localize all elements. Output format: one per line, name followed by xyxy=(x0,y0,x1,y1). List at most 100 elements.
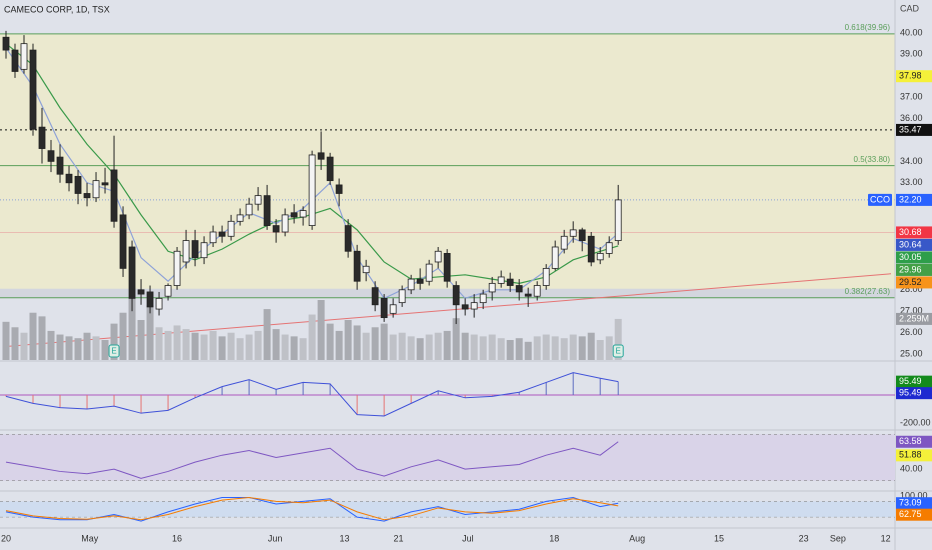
price-tag xyxy=(896,387,932,400)
x-tick-label: 12 xyxy=(881,533,891,543)
volume-bar xyxy=(92,336,100,360)
earnings-label: E xyxy=(111,347,116,356)
price-tag xyxy=(896,193,932,206)
candle-body xyxy=(56,156,64,175)
candle-body xyxy=(164,285,172,297)
volume-bar xyxy=(515,338,523,360)
candle-body xyxy=(272,225,280,233)
candle-body xyxy=(11,49,19,72)
volume-bar xyxy=(371,327,379,360)
volume-bar xyxy=(146,305,154,360)
volume-bar xyxy=(254,330,262,360)
x-tick-label: 15 xyxy=(714,533,724,543)
candle-body xyxy=(434,250,442,263)
volume-bar xyxy=(569,334,577,360)
volume-bar xyxy=(542,334,550,360)
x-tick-label: 18 xyxy=(549,533,559,543)
price-tag xyxy=(896,251,932,264)
candle-body xyxy=(83,193,91,199)
fib-label: 0.5(33.80) xyxy=(854,155,891,164)
volume-bar xyxy=(308,314,316,360)
candle-body xyxy=(551,246,559,269)
volume-bar xyxy=(587,332,595,360)
candle-body xyxy=(20,43,28,70)
price-tag-label: 29.52 xyxy=(899,277,922,287)
indicator-line xyxy=(5,372,619,417)
price-tag xyxy=(896,263,932,276)
y-tick-label: 37.00 xyxy=(900,92,923,102)
candle-body xyxy=(479,293,487,304)
candle-body xyxy=(560,235,568,250)
candle-body xyxy=(452,285,460,306)
candle-body xyxy=(74,175,82,194)
volume-bar xyxy=(326,323,334,360)
volume-bar xyxy=(155,327,163,360)
support-zone xyxy=(0,288,895,298)
volume-bar xyxy=(488,334,496,360)
moving-average xyxy=(5,47,619,300)
candle-body xyxy=(263,195,271,226)
candle-body xyxy=(29,49,37,130)
x-tick-label: Jun xyxy=(268,533,283,543)
price-tag-label: 63.58 xyxy=(899,436,922,446)
candle-body xyxy=(146,291,154,308)
candle-body xyxy=(605,242,613,254)
candle-body xyxy=(470,302,478,310)
fib-label: 0.618(39.96) xyxy=(845,23,891,32)
volume-bar xyxy=(137,320,145,360)
volume-bar xyxy=(263,309,271,360)
price-tag-label: 35.47 xyxy=(899,124,922,134)
price-tag-label: 30.68 xyxy=(899,227,922,237)
candle-body xyxy=(524,293,532,297)
y-tick-label: 39.00 xyxy=(900,49,923,59)
volume-bar xyxy=(605,336,613,360)
volume-bar xyxy=(56,334,64,360)
volume-bar xyxy=(389,334,397,360)
volume-bar xyxy=(245,334,253,360)
volume-bar xyxy=(344,320,352,360)
volume-bar xyxy=(182,329,190,360)
volume-bar xyxy=(362,332,370,360)
price-tag-label: 32.20 xyxy=(899,194,922,204)
candle-body xyxy=(425,263,433,282)
fib-label: 0.382(27.63) xyxy=(845,287,891,296)
volume-bar xyxy=(425,334,433,360)
volume-bar xyxy=(335,330,343,360)
candle-body xyxy=(110,169,118,222)
y-tick-label: 28.00 xyxy=(900,284,923,294)
price-tag xyxy=(896,70,932,83)
volume-bar xyxy=(416,338,424,360)
volume-bar xyxy=(47,330,55,360)
candle-body xyxy=(182,240,190,263)
volume-bar xyxy=(290,336,298,360)
volume-bar xyxy=(236,338,244,360)
price-tag-label: 95.49 xyxy=(899,376,922,386)
symbol-tag-label: CCO xyxy=(870,194,890,204)
y-tick-label: 25.00 xyxy=(900,348,923,358)
candle-body xyxy=(596,253,604,261)
y-tick-label: 26.00 xyxy=(900,327,923,337)
candle-body xyxy=(578,229,586,241)
x-tick-label: May xyxy=(81,533,99,543)
volume-bar xyxy=(497,338,505,360)
volume-bar xyxy=(560,338,568,360)
candle-body xyxy=(137,289,145,295)
volume-bar xyxy=(353,325,361,360)
volume-bar xyxy=(434,332,442,360)
volume-bar xyxy=(506,340,514,360)
candle-body xyxy=(587,235,595,263)
price-tag-label: 51.88 xyxy=(899,450,922,460)
volume-bar xyxy=(398,332,406,360)
volume-bar xyxy=(443,330,451,360)
y-tick-label: 100.00 xyxy=(900,491,928,501)
volume-bar xyxy=(551,336,559,360)
candle-body xyxy=(119,214,127,269)
y-tick-label: -200.00 xyxy=(900,417,931,427)
candle-body xyxy=(506,278,514,286)
candle-body xyxy=(191,240,199,259)
volume-bar xyxy=(209,330,217,360)
candle-body xyxy=(371,287,379,306)
earnings-marker xyxy=(108,344,120,358)
x-tick-label: 16 xyxy=(172,533,182,543)
